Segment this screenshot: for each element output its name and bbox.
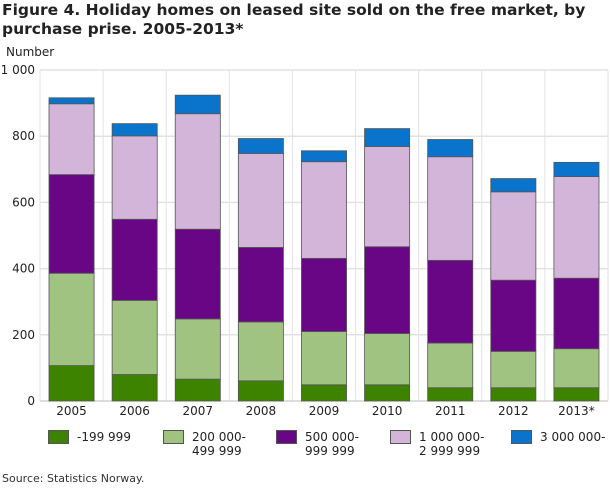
bar-segment <box>48 174 95 274</box>
legend-item: 500 000- 999 999 <box>276 430 359 458</box>
bar-segment <box>174 94 221 115</box>
bar-segment <box>111 218 158 301</box>
x-tick-label: 2005 <box>56 404 87 418</box>
legend-item: -199 999 <box>48 430 131 444</box>
bar-segment <box>301 331 347 386</box>
bar-segment <box>364 333 411 386</box>
bar-segment <box>364 384 411 402</box>
bar-segment <box>364 128 411 147</box>
bar-segment <box>48 365 95 402</box>
bar-segment <box>301 257 347 332</box>
bar-segment <box>427 259 474 344</box>
x-tick-label: 2007 <box>183 404 214 418</box>
legend-item: 3 000 000- <box>511 430 605 444</box>
legend-label: -199 999 <box>77 430 131 444</box>
bar-segment <box>48 103 95 175</box>
legend-label: 500 000- 999 999 <box>305 430 359 458</box>
bar-segment <box>301 384 347 402</box>
bar-segment <box>427 342 474 389</box>
legend-label: 200 000- 499 999 <box>192 430 246 458</box>
x-tick-label: 2006 <box>119 404 150 418</box>
bar-segment <box>237 153 284 248</box>
bar-segment <box>174 318 221 380</box>
y-tick-label: 0 <box>27 394 35 408</box>
bar-segment <box>490 350 537 389</box>
bar-segment <box>174 228 221 320</box>
legend-label: 3 000 000- <box>540 430 606 444</box>
bar-segment <box>237 321 284 382</box>
chart-plot: 0 200 400 600 800 1 000 2005 2006 2007 2008 2009 20… <box>1 63 609 418</box>
bar-segment <box>174 113 221 230</box>
bar-segment <box>111 135 158 220</box>
legend-swatch <box>511 430 532 444</box>
bar-segment <box>490 191 537 281</box>
bar-segment <box>553 387 600 402</box>
y-tick-label: 800 <box>12 129 35 143</box>
y-tick-label: 400 <box>12 262 35 276</box>
legend-swatch <box>390 430 411 444</box>
bar-segment <box>48 97 95 105</box>
bar-segment <box>490 279 537 352</box>
bar-segment <box>553 161 600 177</box>
chart-title: Figure 4. Holiday homes on leased site s… <box>2 1 586 38</box>
legend-swatch <box>48 430 69 444</box>
bar-segment <box>553 277 600 350</box>
x-tick-label: 2010 <box>372 404 403 418</box>
bar-segment <box>237 138 284 154</box>
bar-segment <box>301 161 347 259</box>
y-tick-label: 1 000 <box>1 63 35 77</box>
bar-segment <box>364 246 411 334</box>
bar-segment <box>553 176 600 279</box>
x-tick-label: 2008 <box>246 404 277 418</box>
bar-segment <box>111 123 158 137</box>
x-tick-label: 2012 <box>498 404 529 418</box>
legend-swatch <box>276 430 297 444</box>
y-tick-label: 200 <box>12 328 35 342</box>
x-tick-label: 2011 <box>435 404 466 418</box>
legend-item: 1 000 000- 2 999 999 <box>390 430 484 458</box>
bar-segment <box>553 348 600 389</box>
x-tick-label: 2009 <box>309 404 340 418</box>
bar-segment <box>427 156 474 261</box>
source-note: Source: Statistics Norway. <box>2 472 145 485</box>
legend-item: 200 000- 499 999 <box>163 430 246 458</box>
bar-segment <box>237 380 284 402</box>
legend-swatch <box>163 430 184 444</box>
bar-segment <box>237 247 284 323</box>
legend-label: 1 000 000- 2 999 999 <box>419 430 485 458</box>
y-axis-label: Number <box>6 45 55 59</box>
bar-segment <box>364 146 411 248</box>
y-tick-label: 600 <box>12 195 35 209</box>
bar-segment <box>301 150 347 163</box>
bar-segment <box>111 299 158 375</box>
x-tick-label: 2013* <box>558 404 595 418</box>
bar-segment <box>427 387 474 402</box>
bar-segment <box>490 387 537 402</box>
bar-segment <box>490 178 537 193</box>
bar-segment <box>48 272 95 366</box>
bar-segment <box>174 378 221 402</box>
bar-segment <box>111 374 158 402</box>
bar-segment <box>427 139 474 158</box>
